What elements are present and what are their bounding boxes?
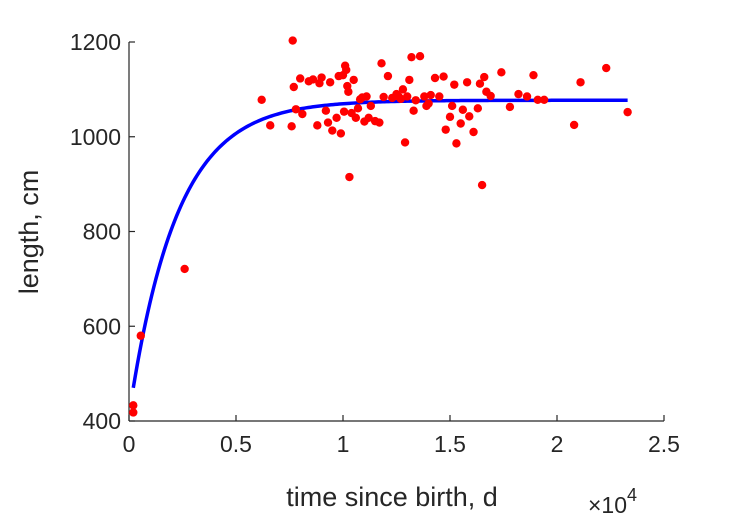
data-point — [287, 122, 296, 131]
data-point — [266, 121, 275, 130]
data-point — [396, 94, 405, 104]
data-point — [424, 99, 433, 108]
data-point — [576, 78, 585, 87]
x-multiplier-label: ×104 — [588, 485, 637, 518]
data-point — [403, 92, 412, 101]
data-point — [522, 92, 532, 101]
data-points — [129, 36, 632, 417]
data-point — [505, 102, 515, 112]
y-tick-label: 1200 — [70, 29, 121, 55]
y-tick-label: 600 — [83, 313, 121, 339]
data-point — [345, 172, 354, 182]
data-point — [480, 72, 489, 82]
data-point — [435, 92, 444, 101]
x-tick-label: 1.5 — [434, 431, 466, 457]
x-multiplier-base: ×10 — [588, 492, 627, 518]
data-point — [336, 129, 346, 138]
x-tick-label: 0.5 — [220, 431, 252, 457]
data-point — [375, 118, 384, 127]
data-point — [486, 91, 495, 101]
data-point — [447, 101, 457, 111]
data-point — [362, 92, 371, 101]
data-point — [529, 70, 538, 80]
data-point — [415, 52, 425, 61]
data-point — [569, 120, 579, 130]
data-point — [288, 36, 297, 45]
y-tick-label: 400 — [83, 408, 121, 434]
data-point — [136, 331, 145, 340]
data-point — [407, 52, 416, 62]
x-axis-label: time since birth, d — [286, 482, 498, 512]
data-point — [328, 126, 337, 135]
data-point — [398, 85, 408, 94]
x-ticks: 0 0.5 1 1.5 2 2.5 — [123, 415, 680, 457]
data-point — [129, 408, 138, 417]
data-point — [351, 113, 361, 123]
data-point — [539, 95, 549, 105]
data-point — [298, 109, 307, 119]
data-point — [342, 65, 351, 75]
y-tick-label: 800 — [83, 219, 121, 245]
y-axis-label: length, cm — [14, 170, 44, 295]
fit-curve — [131, 98, 628, 389]
data-point — [257, 95, 266, 105]
data-point — [344, 87, 353, 96]
data-point — [313, 121, 322, 130]
data-point — [426, 90, 435, 100]
data-point — [469, 127, 478, 137]
data-point — [533, 95, 542, 105]
y-tick-label: 1000 — [70, 124, 121, 150]
data-point — [602, 63, 611, 73]
data-point — [514, 89, 523, 99]
data-point — [452, 139, 461, 148]
data-point — [497, 68, 506, 77]
data-point — [473, 104, 483, 113]
data-point — [321, 106, 331, 115]
data-point — [364, 113, 373, 123]
x-tick-label: 0 — [123, 431, 136, 457]
data-point — [129, 401, 138, 410]
data-point — [456, 119, 465, 128]
x-tick-label: 2 — [551, 431, 564, 457]
data-point — [377, 59, 386, 68]
data-point — [379, 92, 388, 102]
data-point — [325, 78, 335, 87]
data-point — [439, 72, 448, 81]
x-tick-label: 2.5 — [648, 431, 680, 457]
data-point — [317, 73, 326, 82]
data-point — [332, 113, 341, 123]
data-point — [445, 112, 455, 122]
data-point — [308, 75, 318, 84]
data-point — [623, 107, 632, 117]
data-point — [420, 92, 429, 101]
data-point — [462, 78, 472, 87]
data-point — [180, 264, 189, 274]
data-point — [289, 82, 298, 92]
data-point — [323, 118, 333, 127]
data-point — [349, 75, 358, 85]
data-point — [411, 96, 420, 105]
x-tick-label: 1 — [337, 431, 350, 457]
data-point — [441, 125, 450, 134]
data-point — [383, 71, 393, 81]
data-point — [353, 104, 363, 113]
data-point — [366, 101, 376, 111]
data-point — [405, 75, 414, 85]
data-point — [475, 79, 485, 88]
data-point — [296, 74, 305, 83]
data-point — [465, 112, 474, 121]
data-point — [400, 138, 410, 147]
data-point — [477, 180, 487, 190]
data-point — [430, 73, 440, 83]
data-point — [458, 105, 468, 114]
data-point — [291, 105, 301, 114]
y-ticks: 400 600 800 1000 1200 — [70, 29, 135, 434]
x-multiplier-exponent: 4 — [627, 485, 637, 505]
data-point — [409, 106, 418, 115]
data-point — [450, 80, 459, 89]
data-point — [339, 107, 349, 116]
